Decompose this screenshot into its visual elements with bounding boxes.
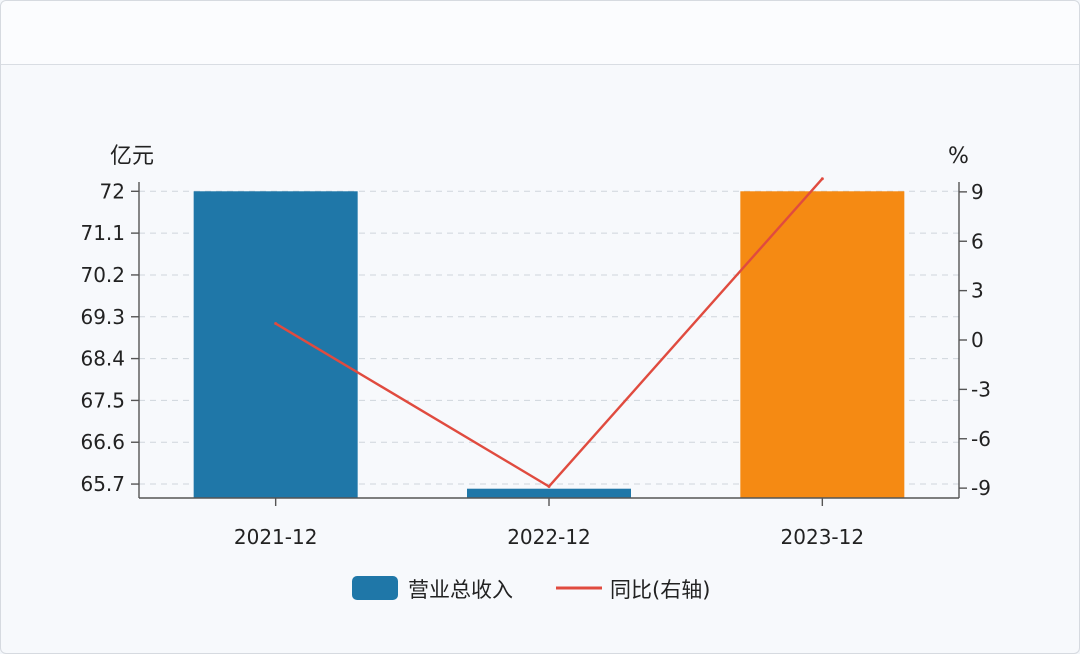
right-axis-unit: % xyxy=(948,144,969,169)
left-axis-unit: 亿元 xyxy=(110,144,154,169)
left-tick-label-7: 72 xyxy=(100,179,125,203)
right-tick-label-2: -3 xyxy=(971,377,991,401)
bar-series xyxy=(193,191,905,498)
bar-2023-12 xyxy=(740,191,905,498)
x-tick-label-1: 2022-12 xyxy=(507,525,591,549)
bar-2022-12 xyxy=(467,488,631,498)
yoy-point-2023-12 xyxy=(820,177,824,181)
left-tick-label-1: 66.6 xyxy=(80,430,125,454)
legend: 营业总收入 同比(右轴) xyxy=(352,576,710,602)
bar-2021-12 xyxy=(193,191,358,498)
yoy-point-2021-12 xyxy=(274,322,278,326)
line-series xyxy=(274,177,824,488)
left-tick-label-3: 68.4 xyxy=(80,347,125,371)
tick-labels: 65.7 66.6 67.5 68.4 69.3 70.2 71.1 72 -9 -6 -3 0 3 6 9… xyxy=(80,179,990,549)
legend-swatch-bar xyxy=(352,576,398,600)
legend-label-revenue: 营业总收入 xyxy=(408,578,513,602)
yoy-point-2022-12 xyxy=(547,484,551,488)
chart-header-band xyxy=(1,1,1079,65)
right-tick-label-6: 9 xyxy=(971,180,984,204)
left-tick-label-2: 67.5 xyxy=(80,388,125,412)
left-tick-label-4: 69.3 xyxy=(80,305,125,329)
left-tick-label-0: 65.7 xyxy=(80,472,125,496)
right-tick-label-5: 6 xyxy=(971,229,984,253)
right-tick-label-0: -9 xyxy=(971,476,991,500)
x-tick-label-2: 2023-12 xyxy=(781,525,865,549)
right-tick-label-4: 3 xyxy=(971,279,984,303)
right-tick-label-3: 0 xyxy=(971,328,984,352)
left-tick-label-5: 70.2 xyxy=(80,263,125,287)
right-tick-label-1: -6 xyxy=(971,427,991,451)
x-tick-label-0: 2021-12 xyxy=(234,525,318,549)
legend-label-yoy: 同比(右轴) xyxy=(610,578,710,602)
left-tick-label-6: 71.1 xyxy=(80,221,125,245)
